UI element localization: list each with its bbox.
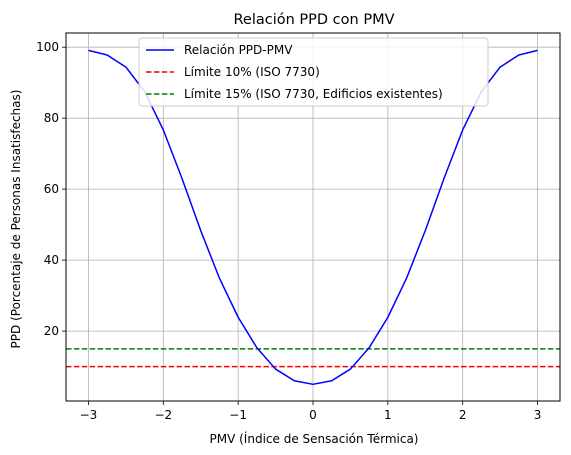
x-tick-label: −2 <box>154 408 172 422</box>
x-tick-label: −1 <box>229 408 247 422</box>
legend: Relación PPD-PMV Límite 10% (ISO 7730) L… <box>138 37 489 107</box>
legend-label-limit-10: Límite 10% (ISO 7730) <box>184 65 320 79</box>
legend-label-limit-15: Límite 15% (ISO 7730, Edificios existent… <box>184 87 443 101</box>
x-axis-label: PMV (Índice de Sensación Térmica) <box>210 431 419 446</box>
x-tick-label: 3 <box>534 408 542 422</box>
series-layer <box>88 49 538 386</box>
y-tick-label: 40 <box>44 253 59 267</box>
x-tick-label: 2 <box>459 408 467 422</box>
y-axis-label: PPD (Porcentaje de Personas Insatisfecha… <box>9 90 23 349</box>
x-tick-label: 0 <box>309 408 317 422</box>
limit-lines <box>66 348 560 368</box>
y-tick-label: 60 <box>44 182 59 196</box>
y-tick-label: 20 <box>44 324 59 338</box>
x-tick-label: −3 <box>80 408 98 422</box>
x-tick-label: 1 <box>384 408 392 422</box>
legend-label-ppd-pmv: Relación PPD-PMV <box>184 43 293 57</box>
y-axis-ticks: 20 40 60 80 100 <box>36 40 66 338</box>
y-tick-label: 80 <box>44 111 59 125</box>
series-line-ppd-pmv <box>88 49 538 386</box>
chart-title: Relación PPD con PMV <box>233 12 394 28</box>
y-tick-label: 100 <box>36 40 59 54</box>
x-axis-ticks: −3 −2 −1 0 1 2 3 <box>80 401 542 422</box>
legend-box <box>138 37 489 107</box>
